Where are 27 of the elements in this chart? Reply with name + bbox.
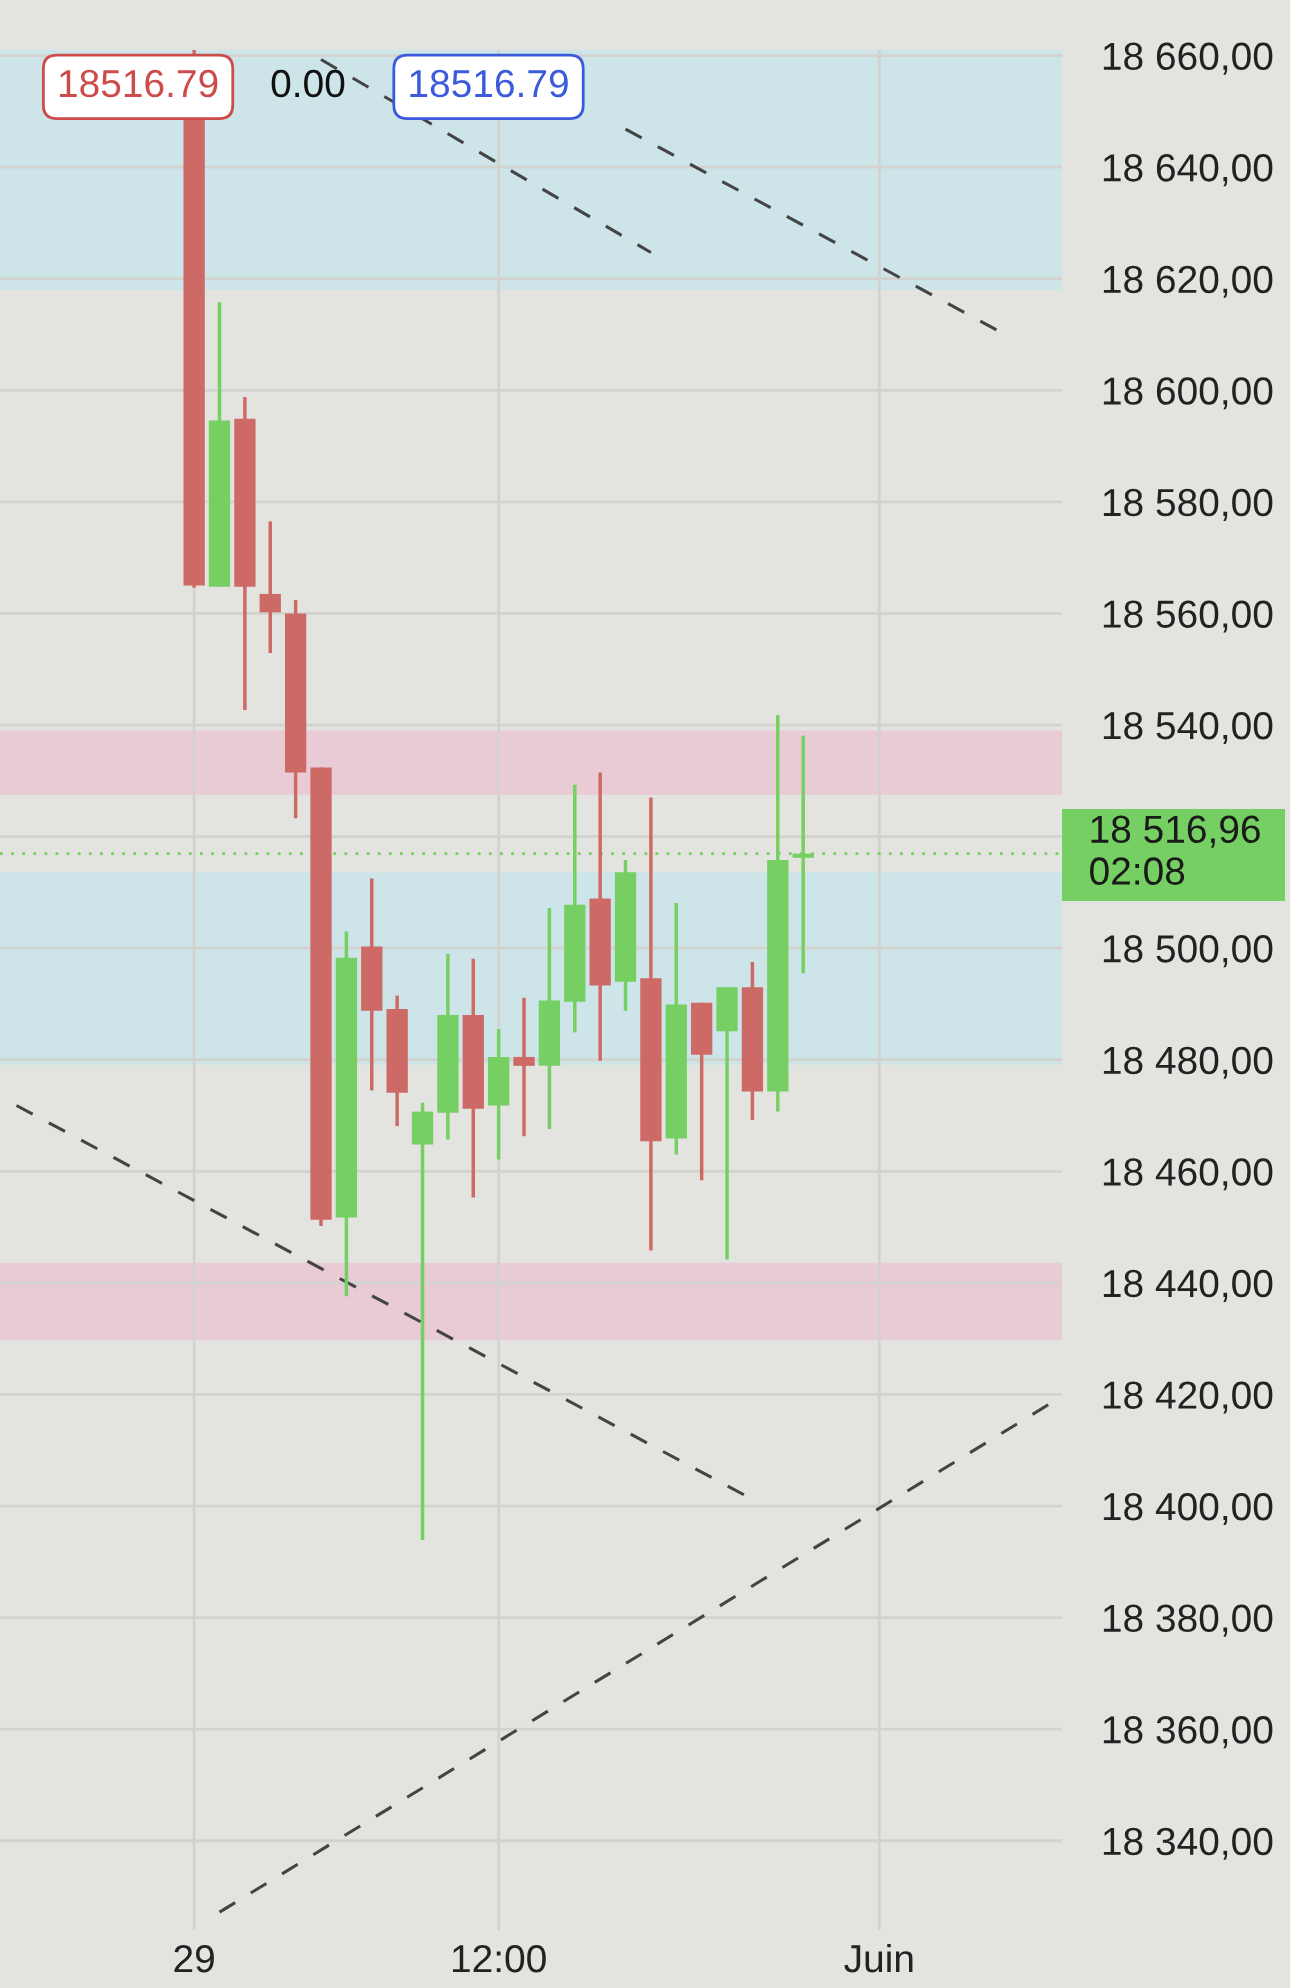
candlestick xyxy=(259,521,281,655)
y-tick-label: 18 540,00 xyxy=(1103,711,1273,745)
y-tick-label: 18 420,00 xyxy=(1103,1381,1273,1414)
y-tick-label: 18 620,00 xyxy=(1103,265,1273,298)
y-tick-label: 18 400,00 xyxy=(1103,1492,1273,1526)
y-tick-label: 18 360,00 xyxy=(1103,1716,1273,1749)
annotation: 18516.79 xyxy=(59,69,218,98)
y-tick-label: 18 600,00 xyxy=(1103,377,1273,410)
text: 02:08 xyxy=(1090,857,1185,885)
y-tick-label: 18 560,00 xyxy=(1103,600,1273,633)
annotation: 18516.79 xyxy=(410,69,568,98)
candlestick xyxy=(411,1102,434,1541)
y-tick-label: 18 380,00 xyxy=(1103,1604,1273,1637)
y-tick-label: 18 480,00 xyxy=(1103,1046,1273,1079)
y-tick-label: 18 500,00 xyxy=(1103,935,1273,968)
x-tick-label: 12:00 xyxy=(452,1944,546,1973)
y-tick-label: 18 660,00 xyxy=(1103,42,1273,75)
annotation: 0.00 xyxy=(271,69,345,98)
candlestick xyxy=(513,997,535,1137)
x-tick-label: 29 xyxy=(174,1944,214,1973)
ref-line-label: 18 516,96 xyxy=(1091,815,1260,848)
y-tick-label: 18 340,00 xyxy=(1103,1827,1273,1860)
y-tick-label: 18 440,00 xyxy=(1103,1269,1273,1302)
x-tick-label: Juin xyxy=(844,1943,913,1973)
y-tick-label: 18 460,00 xyxy=(1103,1158,1273,1191)
y-tick-label: 18 640,00 xyxy=(1103,154,1273,187)
y-tick-label: 18 580,00 xyxy=(1103,488,1273,521)
